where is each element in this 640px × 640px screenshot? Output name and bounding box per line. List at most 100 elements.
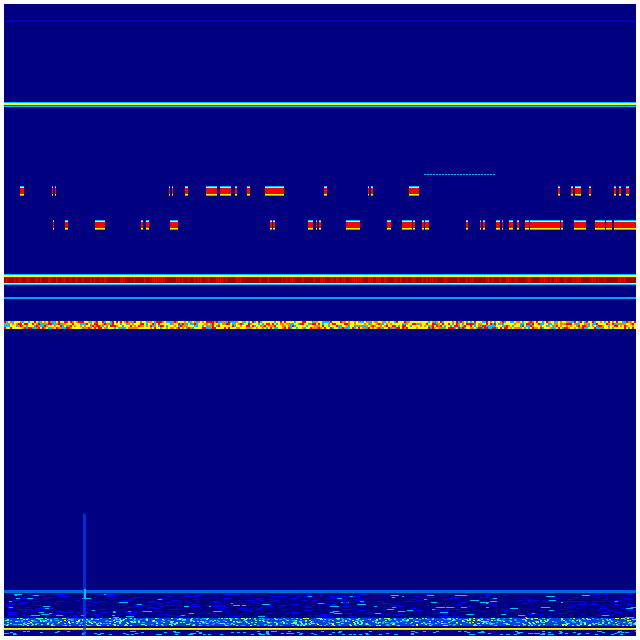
noise-mark [564, 607, 572, 608]
band-texture [54, 325, 56, 327]
band-texture [514, 327, 516, 329]
burst-mark [206, 187, 217, 188]
burst-mark [558, 195, 560, 196]
band-texture [156, 323, 158, 325]
band-texture [70, 277, 71, 283]
burst-mark [169, 194, 170, 195]
band-texture [556, 277, 557, 283]
noise-mark [301, 623, 303, 624]
noise-mark [555, 624, 557, 625]
band-texture [546, 325, 548, 327]
noise-mark [349, 619, 351, 620]
noise-mark [170, 624, 172, 625]
band-texture [340, 327, 342, 329]
band-texture [158, 321, 160, 323]
noise-mark [458, 631, 461, 632]
noise-mark [425, 618, 427, 619]
vertical-streak [84, 589, 86, 599]
noise-mark [424, 623, 426, 624]
noise-mark [447, 619, 449, 620]
band-texture [240, 325, 242, 327]
band-texture [30, 323, 32, 325]
noise-mark [17, 609, 23, 610]
band-texture [552, 325, 554, 327]
band-texture [266, 323, 268, 325]
noise-mark [206, 613, 210, 614]
noise-mark [293, 622, 295, 623]
noise-mark [630, 624, 632, 625]
band-texture [562, 325, 564, 327]
noise-mark [53, 614, 60, 615]
noise-mark [540, 634, 543, 635]
band-texture [146, 321, 148, 323]
band-texture [534, 325, 536, 327]
band-texture [156, 321, 158, 323]
band-texture [416, 323, 418, 325]
band-texture [52, 327, 54, 329]
noise-mark [490, 601, 497, 602]
band-texture [134, 327, 136, 329]
noise-mark [134, 604, 137, 605]
noise-mark [341, 618, 343, 619]
band-texture [578, 321, 580, 323]
band-texture [338, 325, 340, 327]
band-texture [484, 321, 486, 323]
band-texture [302, 325, 304, 327]
band-texture [632, 321, 634, 323]
band-texture [434, 323, 436, 325]
band-texture [580, 321, 582, 323]
noise-mark [342, 620, 344, 621]
burst-mark [53, 221, 54, 222]
band-texture [612, 321, 614, 323]
noise-mark [431, 624, 433, 625]
noise-mark [601, 606, 606, 607]
band-texture [372, 277, 373, 283]
band-edge [4, 284, 636, 285]
band-texture [334, 323, 336, 325]
band-texture [578, 277, 579, 283]
band-texture [498, 321, 500, 323]
noise-mark [404, 601, 413, 602]
noise-mark [197, 621, 199, 622]
band-texture [42, 321, 44, 323]
band-texture [594, 325, 596, 327]
noise-mark [602, 620, 604, 621]
band-texture [622, 323, 624, 325]
noise-mark [411, 634, 414, 635]
band-texture [258, 325, 260, 327]
noise-mark [341, 623, 343, 624]
noise-mark [548, 632, 551, 633]
noise-mark [597, 597, 600, 598]
noise-mark [547, 620, 549, 621]
band-texture [132, 323, 134, 325]
noise-mark [593, 594, 600, 595]
band-texture [396, 321, 398, 323]
noise-mark [454, 624, 456, 625]
noise-mark [192, 620, 194, 621]
band-texture [120, 277, 121, 283]
noise-mark [172, 621, 174, 622]
noise-mark [259, 620, 261, 621]
band-texture [150, 323, 152, 325]
band-texture [322, 321, 324, 323]
band-texture [130, 327, 132, 329]
noise-mark [194, 606, 201, 607]
band-texture [22, 325, 24, 327]
band-texture [122, 327, 124, 329]
burst-mark [502, 220, 503, 221]
band-texture [218, 323, 220, 325]
band-texture [338, 327, 340, 329]
noise-mark [134, 618, 136, 619]
band-texture [442, 327, 444, 329]
noise-mark [77, 612, 80, 613]
band-texture [382, 325, 384, 327]
noise-mark [27, 618, 29, 619]
noise-mark [391, 622, 393, 623]
noise-mark [319, 618, 321, 619]
noise-mark [105, 621, 107, 622]
burst-mark [496, 229, 500, 230]
burst-mark [561, 222, 563, 228]
noise-mark [311, 600, 319, 601]
band-texture [388, 323, 390, 325]
band-texture [482, 325, 484, 327]
